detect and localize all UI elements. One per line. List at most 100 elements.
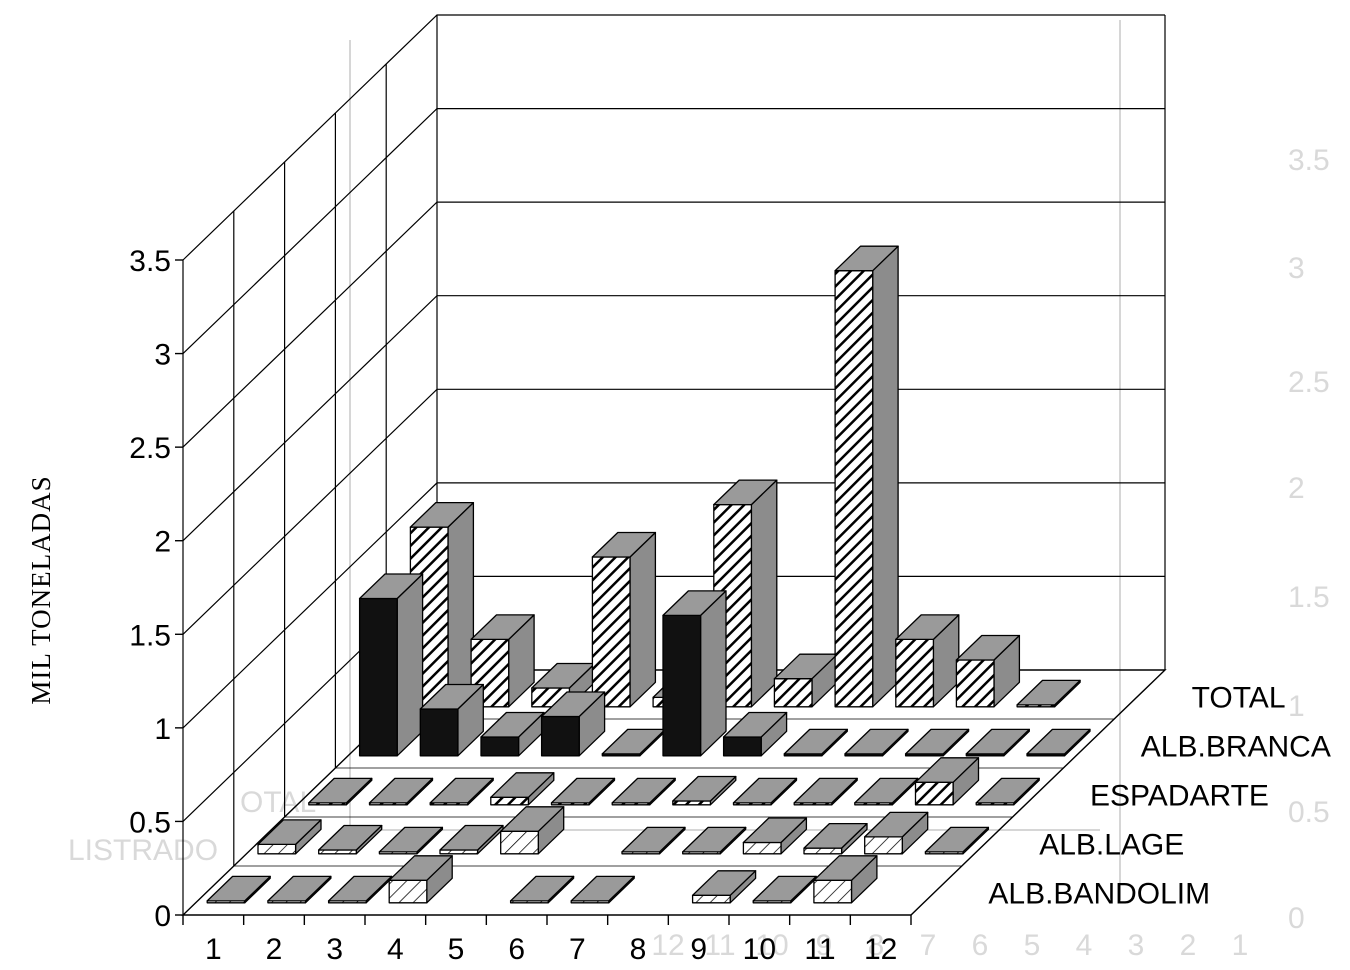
bar	[773, 653, 839, 708]
bar	[308, 777, 373, 806]
bar	[550, 777, 616, 806]
bar-front	[591, 556, 631, 708]
grid-line	[182, 295, 1165, 542]
bar	[419, 683, 484, 757]
bar-top	[742, 817, 808, 844]
bar-front	[480, 736, 520, 757]
x-tick-label: 1	[205, 933, 222, 966]
bar	[844, 728, 909, 757]
bar-top	[601, 728, 666, 755]
bar-top	[257, 819, 322, 846]
bar-front	[803, 847, 843, 855]
bar-top	[732, 777, 798, 804]
bar-front	[722, 736, 762, 757]
bar-front	[419, 708, 459, 757]
bar-front	[500, 830, 539, 855]
x-tick-label: 8	[630, 933, 647, 966]
y-tick-label: 0	[154, 900, 171, 933]
bar-front	[864, 836, 903, 855]
bar	[470, 614, 535, 708]
bar-front	[834, 270, 874, 708]
bar-top	[662, 590, 727, 617]
bar-top	[975, 777, 1040, 804]
bar-top	[803, 822, 868, 849]
bar-top	[327, 875, 393, 902]
bar-top	[570, 875, 635, 902]
bar	[965, 728, 1030, 757]
ghost-y-tick: 0	[1288, 902, 1305, 935]
y-tick-label: 3.5	[129, 245, 171, 278]
bars-layer	[206, 245, 1091, 904]
bar-top	[752, 875, 817, 902]
bar	[267, 875, 332, 904]
x-tick-label: 11	[804, 933, 835, 966]
bar	[813, 855, 878, 904]
bar-front	[914, 781, 954, 806]
ghost-word: OTAL	[240, 786, 316, 819]
bar-top	[965, 728, 1030, 755]
bar-top	[783, 728, 848, 755]
bar-front	[540, 715, 580, 757]
bar-top	[895, 614, 960, 641]
bar	[327, 875, 393, 904]
bar-top	[691, 870, 757, 896]
bar-top	[470, 614, 535, 641]
x-tick-label: 5	[448, 933, 465, 966]
bar-top	[854, 777, 919, 804]
bar-top	[621, 826, 686, 853]
bar-top	[611, 777, 676, 804]
y-tick-label: 0.5	[129, 806, 171, 839]
x-tick-label: 12	[864, 933, 897, 966]
bar-front	[955, 659, 995, 708]
bar-top	[864, 811, 929, 838]
bar	[682, 826, 747, 855]
bar-front	[257, 843, 297, 855]
bar-front	[490, 796, 530, 806]
x-tick-label: 9	[690, 933, 707, 966]
bar-top	[368, 777, 434, 804]
bar-top	[409, 501, 475, 528]
ghost-y-tick: 2	[1288, 472, 1305, 505]
bar	[722, 711, 788, 757]
y-tick-label: 1	[154, 713, 171, 746]
ghost-x-tick: 8	[868, 929, 885, 962]
bar-top	[206, 875, 271, 902]
y-axis-label: MIL TONELADAS	[26, 475, 56, 704]
bar	[490, 772, 555, 806]
x-tick-label: 6	[508, 933, 525, 966]
bar-top	[591, 531, 657, 558]
bar-top	[844, 728, 909, 755]
ghost-x-tick: 11	[704, 929, 735, 962]
x-tick-label: 3	[326, 933, 343, 966]
chart-frame	[175, 14, 1167, 925]
bar-front	[773, 678, 813, 708]
bar-front	[662, 614, 702, 757]
bar	[732, 777, 798, 806]
ghost-x-tick: 10	[755, 929, 788, 962]
bar-side	[447, 501, 475, 708]
series-label: TOTAL	[1192, 682, 1286, 715]
bar-top	[834, 245, 899, 272]
bar-front	[691, 894, 731, 904]
bar-top	[318, 824, 383, 851]
ghost-x-tick: 12	[651, 929, 684, 962]
series-label: ESPADARTE	[1090, 780, 1269, 813]
bleed-through-layer: 3.532.521.510.50123456789101112OTALLISTR…	[68, 20, 1330, 962]
bar-top	[672, 775, 737, 802]
ghost-x-tick: 9	[816, 929, 833, 962]
bar	[672, 775, 737, 806]
bar	[904, 728, 970, 757]
bar-top	[267, 875, 332, 902]
bar-top	[419, 683, 484, 710]
grid-line	[182, 388, 1165, 635]
bar-top	[388, 855, 453, 881]
ghost-x-tick: 3	[1128, 929, 1145, 962]
bar	[895, 614, 960, 708]
bar	[834, 245, 899, 708]
bar	[713, 479, 778, 708]
bar	[480, 711, 545, 757]
bar	[540, 691, 606, 757]
ghost-y-tick: 3.5	[1288, 144, 1330, 177]
bar-top	[358, 573, 424, 600]
